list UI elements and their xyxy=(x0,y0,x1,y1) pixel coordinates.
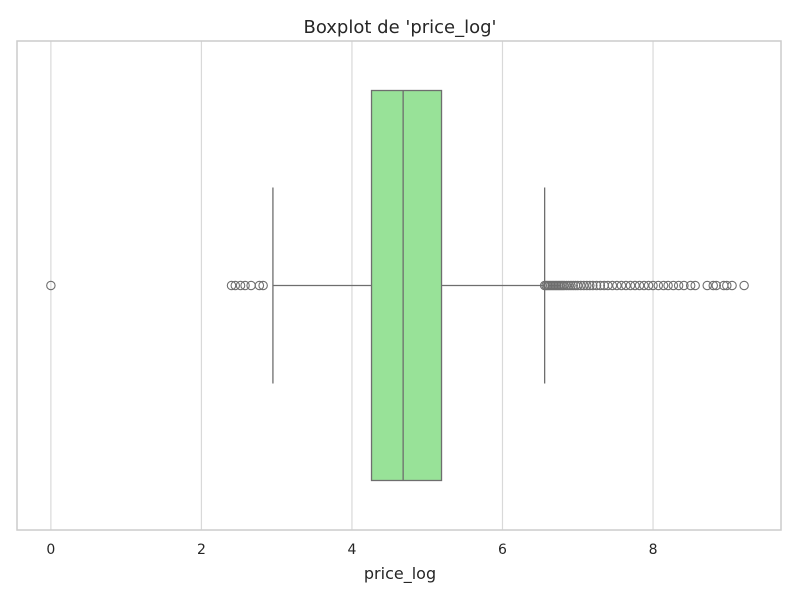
x-tick-labels: 0 2 4 6 8 xyxy=(46,542,657,558)
outlier-point xyxy=(595,280,606,291)
x-tick-label: 4 xyxy=(347,542,356,558)
outlier-point xyxy=(653,280,664,291)
outlier-point xyxy=(727,280,737,291)
boxplot-marks xyxy=(46,89,749,482)
outlier-point xyxy=(607,280,618,291)
x-tick-label: 2 xyxy=(197,542,206,558)
outlier-point xyxy=(258,280,268,291)
x-tick-label: 8 xyxy=(649,542,658,558)
outlier-point xyxy=(708,280,719,291)
x-tick-label: 0 xyxy=(46,542,55,558)
outlier-point xyxy=(579,280,589,291)
outlier-point xyxy=(603,280,613,291)
outlier-point xyxy=(702,280,712,291)
outlier-point xyxy=(690,280,700,291)
outlier-point xyxy=(668,280,679,291)
outlier-point xyxy=(711,280,722,291)
outlier-point xyxy=(588,280,598,291)
outlier-point xyxy=(566,280,576,291)
outlier-point xyxy=(621,280,631,291)
outlier-point xyxy=(559,280,569,291)
outlier-point xyxy=(46,280,56,291)
outlier-point xyxy=(230,280,241,291)
outlier-point xyxy=(663,280,673,291)
outlier-point xyxy=(246,280,256,291)
outlier-point xyxy=(643,280,654,291)
outlier-point xyxy=(612,280,622,291)
outlier-point xyxy=(576,280,586,291)
outlier-point xyxy=(639,280,649,291)
outlier-point xyxy=(591,280,602,291)
outlier-point xyxy=(226,280,237,291)
x-tick-label: 6 xyxy=(498,542,507,558)
outlier-point xyxy=(561,280,572,291)
outlier-point xyxy=(573,280,583,291)
outlier-point xyxy=(582,280,592,291)
outlier-point xyxy=(658,280,669,291)
outlier-point xyxy=(254,280,265,291)
outlier-point xyxy=(648,280,658,291)
outlier-point xyxy=(739,280,749,291)
outlier-point xyxy=(722,280,732,291)
outlier-point xyxy=(634,280,645,291)
interquartile-box xyxy=(370,89,443,482)
outlier-point xyxy=(625,280,636,291)
outlier-point xyxy=(630,280,640,291)
outlier-point xyxy=(685,280,696,291)
x-axis-label: price_log xyxy=(364,564,436,584)
plot-frame xyxy=(16,40,782,531)
outlier-point xyxy=(616,280,627,291)
outlier-point xyxy=(240,280,250,291)
outlier-point xyxy=(679,280,689,291)
outlier-point xyxy=(568,280,579,291)
outlier-point xyxy=(585,280,595,291)
outlier-point xyxy=(673,280,684,291)
outlier-point xyxy=(563,280,574,291)
chart-title: Boxplot de 'price_log' xyxy=(303,17,496,38)
outlier-point xyxy=(235,280,246,291)
